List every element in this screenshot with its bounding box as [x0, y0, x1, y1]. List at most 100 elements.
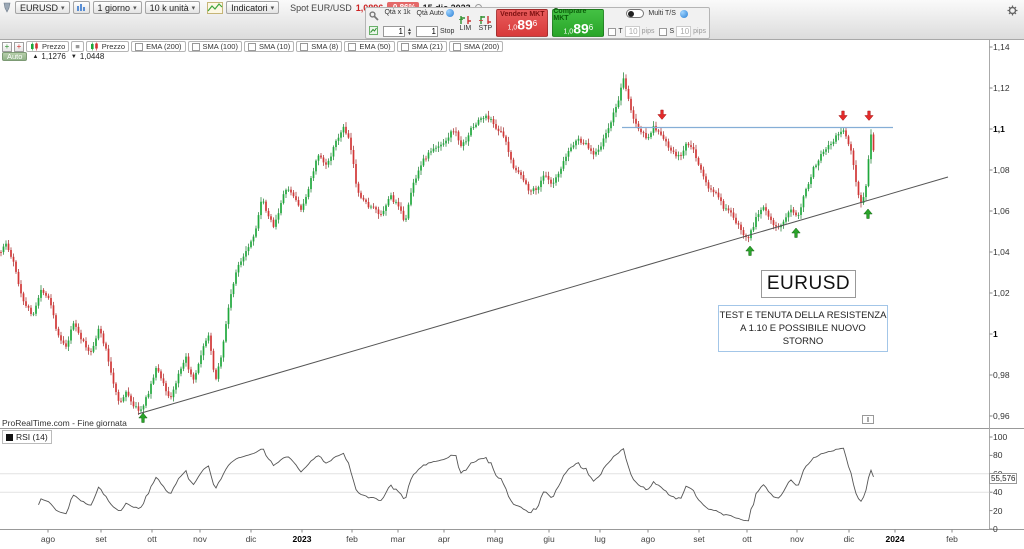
buy-market-button[interactable]: Comprare MKT 1,0896 [552, 8, 605, 37]
sell-price: 1,0896 [507, 16, 538, 33]
note-line-2: A 1.10 E POSSIBILE NUOVO STORNO [740, 323, 866, 347]
time-axis-label: dic [843, 534, 855, 544]
overlay-chip[interactable]: EMA (50) [344, 41, 395, 52]
stop-label: Stop [439, 28, 455, 35]
qty-column: Qtà x 1k ▲▼ [383, 9, 412, 37]
time-axis-label: 2023 [292, 534, 312, 544]
overlay-chip[interactable]: SMA (8) [296, 41, 343, 52]
up-arrow-marker [745, 245, 755, 256]
droplet-icon [679, 9, 688, 18]
range-low: ▼ 1,0448 [70, 52, 105, 61]
price-axis-label: 1,14 [993, 42, 1010, 52]
chart-type-button[interactable] [72, 1, 90, 14]
qty-input[interactable] [383, 26, 405, 37]
limit-order-button[interactable]: LIM [458, 15, 472, 32]
list-chip[interactable]: ≡ [71, 41, 84, 52]
pips-label: pips [641, 28, 655, 35]
overlay-checkbox[interactable] [191, 42, 200, 51]
overlay-checkbox[interactable] [247, 42, 256, 51]
toolbar: EURUSD ▾ 1 giorno ▾ 10 k unità ▾ Indicat… [0, 0, 1024, 40]
overlay-checkbox[interactable] [400, 42, 409, 51]
symbol-annotation[interactable]: EURUSD [761, 270, 856, 298]
auto-scale-row: Auto ▲ 1,1276 ▼ 1,0448 [2, 52, 104, 61]
chevron-down-icon: ▾ [191, 4, 196, 12]
range-high: ▲ 1,1276 [32, 52, 66, 61]
price-axis-label: 1 [993, 329, 998, 339]
time-axis[interactable]: ago set ott nov dic 2023 feb mar apr mag giu lug ago… [0, 531, 1024, 547]
stoploss-pips-input[interactable] [676, 26, 692, 37]
pin-icon[interactable] [2, 2, 12, 13]
auto-scale-button[interactable]: Auto [2, 52, 28, 61]
price-series-label: Prezzo [101, 42, 126, 51]
time-axis-label: 2024 [885, 534, 905, 544]
list-icon: ≡ [75, 42, 80, 51]
down-arrow-marker [657, 109, 667, 120]
stoploss-label: S [669, 28, 675, 35]
time-axis-label: mar [390, 534, 406, 544]
down-arrow-marker [838, 110, 848, 121]
candlestick-icon [90, 42, 98, 51]
rsi-legend-chip[interactable]: RSI (14) [2, 430, 52, 444]
overlay-checkbox[interactable] [348, 42, 357, 51]
time-axis-label: set [693, 534, 705, 544]
overlay-chip[interactable]: SMA (100) [187, 41, 242, 52]
panel-toggle-icon[interactable] [862, 415, 874, 424]
gear-icon [1007, 5, 1018, 16]
stop-order-button[interactable]: STP [478, 15, 492, 32]
price-axis-label: 1,12 [993, 83, 1010, 93]
pips-label: pips [693, 28, 706, 35]
target-pips-input[interactable] [624, 26, 640, 37]
droplet-icon [445, 9, 454, 17]
trade-tools-column [369, 9, 379, 37]
overlay-label: SMA (10) [258, 42, 291, 51]
overlay-checkbox[interactable] [300, 42, 309, 51]
time-axis-label: set [95, 534, 107, 544]
limit-order-icon [459, 15, 472, 24]
up-arrow-marker [863, 208, 873, 219]
target-checkbox[interactable] [608, 27, 617, 36]
overlay-checkbox[interactable] [135, 42, 144, 51]
candlestick-icon [31, 42, 38, 51]
price-series-chip-2[interactable]: Prezzo [85, 41, 130, 52]
overlay-checkbox[interactable] [452, 42, 461, 51]
overlay-chip[interactable]: SMA (200) [448, 41, 504, 52]
time-axis-label: ott [147, 534, 157, 544]
rsi-axis-label: 40 [993, 487, 1003, 498]
overlay-chip[interactable]: SMA (10) [243, 41, 295, 52]
add-object-button[interactable]: + [14, 41, 24, 52]
indicators-label: Indicatori [231, 2, 268, 13]
timeframe-select[interactable]: 1 giorno ▾ [92, 1, 142, 14]
stepper-up-icon: ▲ [407, 26, 412, 33]
add-indicator-button[interactable]: + [2, 41, 12, 52]
price-series-chip[interactable]: Prezzo [26, 41, 70, 52]
time-axis-label: mag [486, 534, 504, 544]
qty-auto-input[interactable] [415, 26, 438, 37]
units-select[interactable]: 10 k unità ▾ [144, 1, 201, 14]
limit-label: LIM [459, 24, 472, 32]
rsi-color-swatch [6, 433, 13, 441]
sell-market-button[interactable]: Vendere MKT 1,0896 [496, 9, 549, 37]
rsi-axis-label: 0 [993, 524, 998, 534]
overlay-chip[interactable]: SMA (21) [396, 41, 447, 52]
tools-icon[interactable] [369, 11, 379, 21]
quote-label: Spot EUR/USD [290, 2, 352, 13]
rsi-current-badge: 55,576 [989, 472, 1018, 484]
trade-panel: Qtà x 1k ▲▼ Qtà Auto Stop [365, 7, 710, 39]
price-axis-label: 0,96 [993, 411, 1010, 421]
sell-label: Vendere MKT [500, 11, 545, 19]
stoploss-checkbox[interactable] [659, 27, 668, 36]
indicators-select[interactable]: Indicatori ▾ [226, 1, 280, 14]
settings-button[interactable] [1007, 3, 1018, 21]
chevron-down-icon: ▾ [133, 4, 137, 12]
multi-ts-toggle[interactable] [626, 9, 645, 18]
symbol-select[interactable]: EURUSD ▾ [15, 1, 70, 14]
qty-header: Qtà x 1k [384, 9, 411, 16]
note-annotation[interactable]: TEST E TENUTA DELLA RESISTENZA A 1.10 E … [718, 305, 888, 352]
time-axis-label: ago [640, 534, 656, 544]
overlay-chip[interactable]: EMA (200) [131, 41, 186, 52]
indicators-thumbnail-icon[interactable] [207, 1, 224, 14]
units-label: 10 k unità [149, 2, 189, 13]
qty-stepper[interactable]: ▲ ▼ [407, 26, 412, 36]
mini-chart-icon[interactable] [369, 25, 378, 35]
